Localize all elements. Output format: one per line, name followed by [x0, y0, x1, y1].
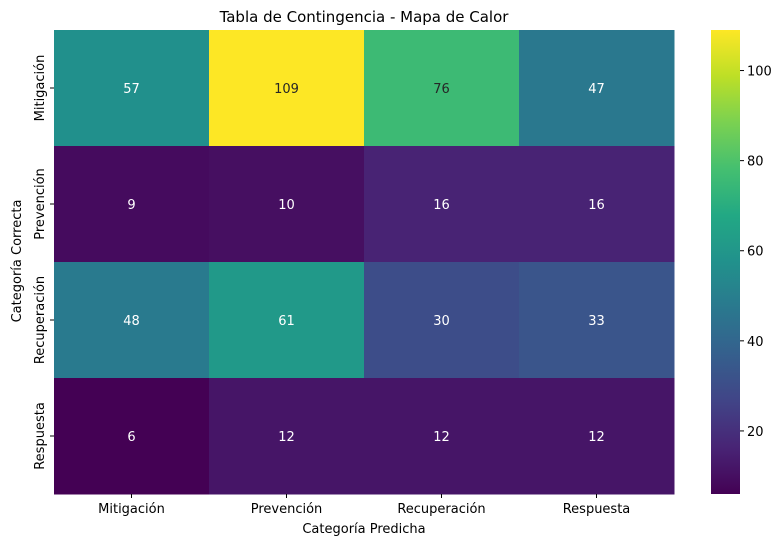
colorbar-tick-label: 80	[747, 155, 764, 170]
heatmap-cell	[209, 146, 365, 263]
cell-value-label: 33	[588, 314, 605, 329]
colorbar-tick-label: 20	[747, 425, 764, 440]
y-axis-label: Categoría Correcta	[10, 200, 25, 323]
heatmap-cell	[519, 146, 675, 263]
cell-value-label: 76	[433, 82, 450, 97]
cell-value-label: 30	[433, 314, 450, 329]
heatmap-cell	[209, 262, 365, 379]
y-axis-ticks: Mitigación Prevención Recuperación Respuest…	[33, 55, 54, 470]
cell-value-label: 10	[278, 198, 295, 213]
x-axis-ticks: Mitigación Prevención Recuperación Respuest…	[98, 494, 630, 517]
colorbar-gradient	[711, 30, 740, 494]
y-tick-label: Mitigación	[33, 55, 48, 122]
x-axis-label: Categoría Predicha	[302, 522, 425, 537]
x-tick-label: Prevención	[251, 502, 323, 517]
heatmap-cell	[519, 378, 675, 495]
heatmap-cell	[364, 146, 520, 263]
heatmap-cell	[209, 30, 365, 147]
colorbar-tick-label: 60	[747, 245, 764, 260]
cell-value-label: 61	[278, 314, 295, 329]
chart-title: Tabla de Contingencia - Mapa de Calor	[219, 8, 510, 26]
cell-value-label: 109	[274, 82, 299, 97]
heatmap-cell	[364, 262, 520, 379]
cell-value-label: 16	[433, 198, 450, 213]
heatmap-cell	[54, 30, 210, 147]
cell-value-label: 48	[123, 314, 140, 329]
heatmap-cell	[209, 378, 365, 495]
heatmap-cell	[364, 378, 520, 495]
heatmap-cell	[54, 146, 210, 263]
colorbar-tick-label: 100	[747, 65, 772, 80]
x-tick-label: Mitigación	[98, 502, 165, 517]
x-tick-label: Respuesta	[563, 502, 631, 517]
x-tick-label: Recuperación	[397, 502, 485, 517]
y-tick-label: Recuperación	[33, 276, 48, 364]
cell-value-label: 12	[588, 430, 605, 445]
y-tick-label: Respuesta	[33, 402, 48, 470]
cell-value-label: 6	[127, 430, 135, 445]
heatmap-cell	[364, 30, 520, 147]
heatmap-cell	[54, 262, 210, 379]
cell-value-label: 57	[123, 82, 140, 97]
y-tick-label: Prevención	[33, 168, 48, 240]
cell-value-label: 12	[278, 430, 295, 445]
heatmap-cell	[519, 30, 675, 147]
colorbar-tick-label: 40	[747, 335, 764, 350]
colorbar: 20 40 60 80 100	[711, 30, 772, 494]
heatmap-cell	[519, 262, 675, 379]
heatmap-cell	[54, 378, 210, 495]
cell-value-label: 16	[588, 198, 605, 213]
cell-value-label: 9	[127, 198, 135, 213]
cell-value-label: 47	[588, 82, 605, 97]
cell-value-label: 12	[433, 430, 450, 445]
heatmap-cells: 57 109 76 47 9 10 16 16 48 61 30 33 6 12 12 12	[54, 30, 675, 495]
